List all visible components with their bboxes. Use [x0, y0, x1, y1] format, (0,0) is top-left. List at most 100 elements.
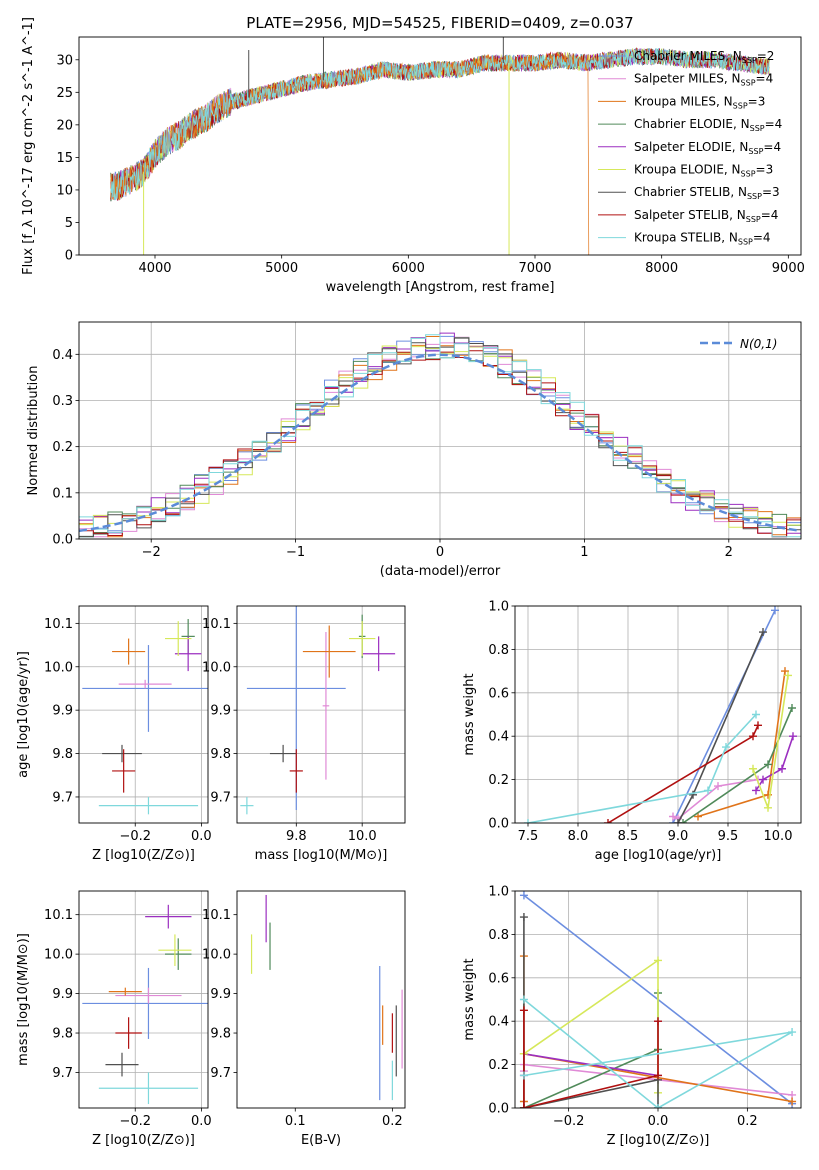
weight_vs_Z-panel: −0.2 0.0 0.2 0.0 0.2 0.4 0.6 0.8 1.0 Z [log10(Z/Z… — [462, 885, 802, 1148]
weight_vs_age-xtick-label: 10.0 — [764, 829, 793, 844]
residuals-ytick-label: 0.1 — [52, 486, 73, 501]
weight-marker — [778, 764, 786, 773]
weight-marker — [764, 803, 772, 812]
weight-marker — [788, 1097, 797, 1106]
legend-label: Kroupa STELIB, NSSP=4 — [634, 231, 771, 247]
age_vs_Z-xtick-label: −0.2 — [119, 829, 151, 844]
weight-line — [607, 725, 759, 823]
weight-marker — [771, 606, 779, 615]
age_vs_Z-plot-area — [82, 619, 208, 815]
weight-marker — [524, 819, 532, 823]
weight-marker — [704, 786, 712, 795]
weight-marker — [519, 1071, 528, 1080]
age_vs_Z-ytick-label: 9.7 — [52, 790, 73, 805]
weight_vs_age-xlabel: age [log10(age/yr)] — [595, 848, 722, 863]
spectrum-line — [110, 48, 770, 201]
weight-marker — [519, 1104, 528, 1108]
weight_vs_Z-ytick-label: 0.2 — [488, 1058, 509, 1073]
weight_vs_age-ytick-label: 0.4 — [488, 730, 509, 745]
age_vs_mass-ytick-label: 9.9 — [210, 704, 231, 719]
weight_vs_Z-frame — [514, 890, 802, 1109]
mass_vs_Z-ytick-label: 9.8 — [52, 1027, 73, 1042]
weight-marker — [654, 1071, 662, 1080]
legend-label: Salpeter ELODIE, NSSP=4 — [634, 140, 781, 156]
age_vs_mass-xtick-label: 9.8 — [286, 829, 307, 844]
spectrum-ytick-label: 0 — [65, 249, 73, 264]
mass_vs_Z-ytick-label: 9.9 — [52, 987, 73, 1002]
spectrum-xtick-label: 5000 — [265, 261, 298, 276]
weight-marker — [764, 760, 772, 769]
mass_vs_ebv-xtick-label: 0.1 — [285, 1114, 306, 1129]
weight_vs_Z-xtick-label: 0.2 — [737, 1114, 758, 1129]
residuals-ytick-label: 0.0 — [52, 533, 73, 548]
weight-marker — [752, 786, 760, 795]
age_vs_Z-ytick-label: 10.0 — [44, 660, 73, 675]
weight-line — [672, 778, 759, 820]
age_vs_mass-xlabel: mass [log10(M/M⊙)] — [255, 848, 388, 863]
weight-marker — [752, 710, 760, 719]
weight_vs_age-xtick-label: 9.0 — [668, 829, 689, 844]
residuals-xtick-label: 0 — [436, 545, 444, 560]
age_vs_Z-ytick-label: 9.9 — [52, 704, 73, 719]
residuals-ytick-label: 0.2 — [52, 440, 73, 455]
residuals-ylabel: Normed distribution — [26, 366, 41, 496]
legend-label: Chabrier STELIB, NSSP=3 — [634, 185, 780, 201]
spectrum-ytick-label: 25 — [56, 86, 73, 101]
age_vs_Z-frame — [78, 605, 209, 824]
weight-line — [527, 713, 757, 823]
weight_vs_Z-ytick-label: 0.8 — [488, 928, 509, 943]
mass_vs_ebv-ytick-label: 9.7 — [210, 1066, 231, 1081]
weight-marker — [654, 1104, 662, 1108]
mass_vs_Z-xlabel: Z [log10(Z/Z⊙)] — [92, 1133, 195, 1148]
weight-marker — [519, 913, 528, 922]
spectrum-plot-area — [110, 37, 770, 255]
normal-curve — [79, 353, 801, 533]
age_vs_mass-xtick-label: 10.0 — [348, 829, 377, 844]
weight-marker — [674, 819, 682, 823]
weight_vs_age-ytick-label: 0.6 — [488, 686, 509, 701]
mass_vs_Z-plot-area — [82, 904, 208, 1105]
weight-line — [672, 609, 776, 823]
mass_vs_ebv-plot-area — [250, 894, 403, 1101]
spectrum-xlabel: wavelength [Angstrom, rest frame] — [326, 280, 555, 295]
weight_vs_Z-xtick-label: 0.0 — [648, 1114, 669, 1129]
spectrum-ytick-label: 30 — [56, 53, 73, 68]
mass_vs_Z-panel: −0.2 0.0 9.7 9.8 9.9 10.0 10.1 Z [log10(Z/Z⊙)] m… — [16, 890, 212, 1148]
weight_vs_age-ytick-label: 1.0 — [488, 600, 509, 615]
figure-title: PLATE=2956, MJD=54525, FIBERID=0409, z=0… — [246, 14, 633, 32]
weight_vs_age-ylabel: mass weight — [462, 673, 477, 755]
weight_vs_Z-xtick-label: −0.2 — [553, 1114, 585, 1129]
age_vs_Z-ylabel: age [log10(age/yr)] — [16, 651, 31, 778]
weight-line — [523, 1010, 659, 1108]
age_vs_mass-ytick-label: 9.7 — [210, 790, 231, 805]
residuals-panel: −2 −1 0 1 2 0.0 0.1 0.2 0.3 0.4 (data-model)/error… — [26, 321, 802, 579]
mass_vs_ebv-ytick-label: 9.9 — [210, 987, 231, 1002]
age_vs_Z-xlabel: Z [log10(Z/Z⊙)] — [92, 848, 195, 863]
weight-marker — [689, 790, 697, 799]
weight-marker — [749, 764, 757, 773]
weight-marker — [788, 1028, 797, 1037]
mass_vs_ebv-panel: 0.1 0.2 9.7 9.8 9.9 10.0 10.1 E(B-V) — [202, 890, 406, 1148]
mass_vs_ebv-xtick-label: 0.2 — [382, 1114, 403, 1129]
age_vs_mass-ytick-label: 10.1 — [202, 617, 231, 632]
weight-marker — [654, 1017, 662, 1026]
mass_vs_Z-frame — [78, 890, 209, 1109]
age_vs_Z-ytick-label: 9.8 — [52, 747, 73, 762]
residuals-xtick-label: 1 — [580, 545, 588, 560]
weight_vs_Z-xlabel: Z [log10(Z/Z⊙)] — [607, 1133, 710, 1148]
weight_vs_age-xtick-label: 9.5 — [718, 829, 739, 844]
weight-marker — [759, 628, 767, 637]
age_vs_mass-panel: 9.8 10.0 9.7 9.8 9.9 10.0 10.1 mass [log10(M/M⊙… — [202, 605, 406, 863]
weight-marker — [519, 891, 528, 900]
weight-marker — [519, 1006, 528, 1015]
weight_vs_age-plot-area — [524, 606, 797, 823]
weight-marker — [722, 743, 730, 752]
weight-marker — [788, 703, 796, 712]
weight_vs_age-xtick-label: 7.5 — [518, 829, 539, 844]
age_vs_mass-plot-area — [240, 606, 396, 815]
spectrum-xtick-label: 8000 — [645, 261, 678, 276]
weight-marker — [679, 819, 687, 823]
weight-line — [523, 998, 793, 1108]
residual-histogram — [79, 334, 801, 538]
weight-marker — [759, 775, 767, 784]
